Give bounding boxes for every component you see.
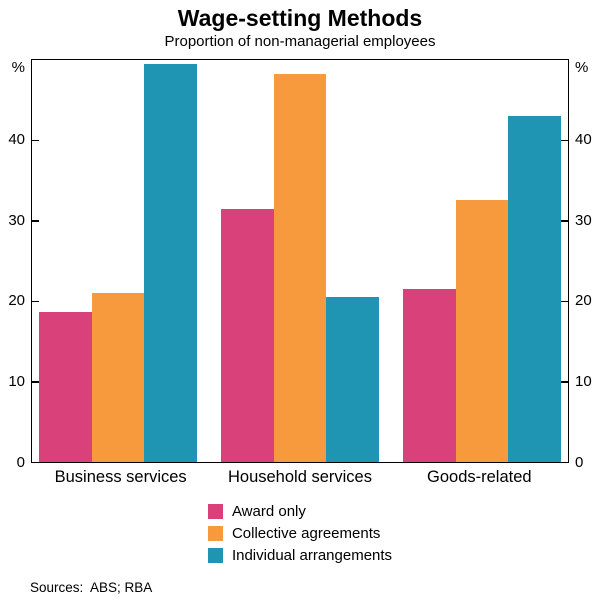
bar-group-business-services <box>39 60 198 462</box>
y-tick-label-30: 30 <box>575 211 592 229</box>
axis-tick <box>32 381 39 383</box>
legend-item-collective-agreements: Collective agreements <box>207 525 392 542</box>
axis-tick <box>561 220 568 222</box>
legend-swatch-award-only <box>207 504 223 519</box>
axis-tick <box>32 300 39 303</box>
axis-tick <box>561 139 568 142</box>
bar-individual-arrangements <box>144 64 198 462</box>
legend-swatch-collective-agreements <box>207 526 223 541</box>
legend-item-individual-arrangements: Individual arrangements <box>207 547 393 564</box>
legend-label-collective-agreements: Collective agreements <box>231 525 381 542</box>
legend-label-award-only: Award only <box>231 503 306 520</box>
axis-tick <box>561 300 568 303</box>
legend-label-individual-arrangements: Individual arrangements <box>231 547 393 564</box>
axis-tick <box>32 220 39 222</box>
legend-item-award-only: Award only <box>207 503 392 520</box>
chart-title: Wage-setting Methods <box>177 5 423 31</box>
chart-subtitle: Proportion of non-managerial employees <box>164 33 436 50</box>
chart-area: % 40 30 20 10 0 <box>0 59 600 471</box>
y-tick-label-30: 30 <box>8 211 25 229</box>
bar-group-household-services <box>221 60 380 462</box>
bar-award-only <box>403 289 456 462</box>
y-axis-unit-left: % <box>11 59 25 76</box>
bar-collective-agreements <box>455 199 509 462</box>
x-category-business-services: Business services <box>54 468 187 486</box>
bar-award-only <box>221 208 274 462</box>
y-axis-left: % 40 30 20 10 0 <box>0 59 31 471</box>
x-category-goods-related: Goods-related <box>427 468 532 486</box>
bar-collective-agreements <box>273 73 327 462</box>
y-axis-right: % 40 30 20 10 0 <box>569 59 600 471</box>
y-tick-label-40: 40 <box>8 130 25 148</box>
legend: Award only Collective agreements Individ… <box>207 503 393 564</box>
sources-note: Sources: ABS; RBA <box>30 580 153 595</box>
y-tick-label-10: 10 <box>575 373 592 391</box>
bar-individual-arrangements <box>508 116 562 462</box>
y-tick-label-20: 20 <box>575 292 592 310</box>
y-tick-label-40: 40 <box>575 130 592 148</box>
y-tick-label-0: 0 <box>16 454 25 471</box>
legend-swatch-individual-arrangements <box>207 548 223 563</box>
plot-area <box>31 59 569 463</box>
bar-collective-agreements <box>91 293 145 462</box>
bar-group-goods-related <box>403 60 562 462</box>
y-tick-label-0: 0 <box>575 454 584 471</box>
y-tick-label-10: 10 <box>8 373 25 391</box>
y-tick-label-20: 20 <box>8 292 25 310</box>
axis-tick <box>32 139 39 142</box>
y-axis-unit-right: % <box>575 59 589 76</box>
bar-individual-arrangements <box>326 297 380 462</box>
x-axis-labels: Business services Household services Goo… <box>31 468 569 487</box>
axis-tick <box>561 381 568 383</box>
bar-award-only <box>39 311 92 462</box>
x-category-household-services: Household services <box>227 468 372 486</box>
